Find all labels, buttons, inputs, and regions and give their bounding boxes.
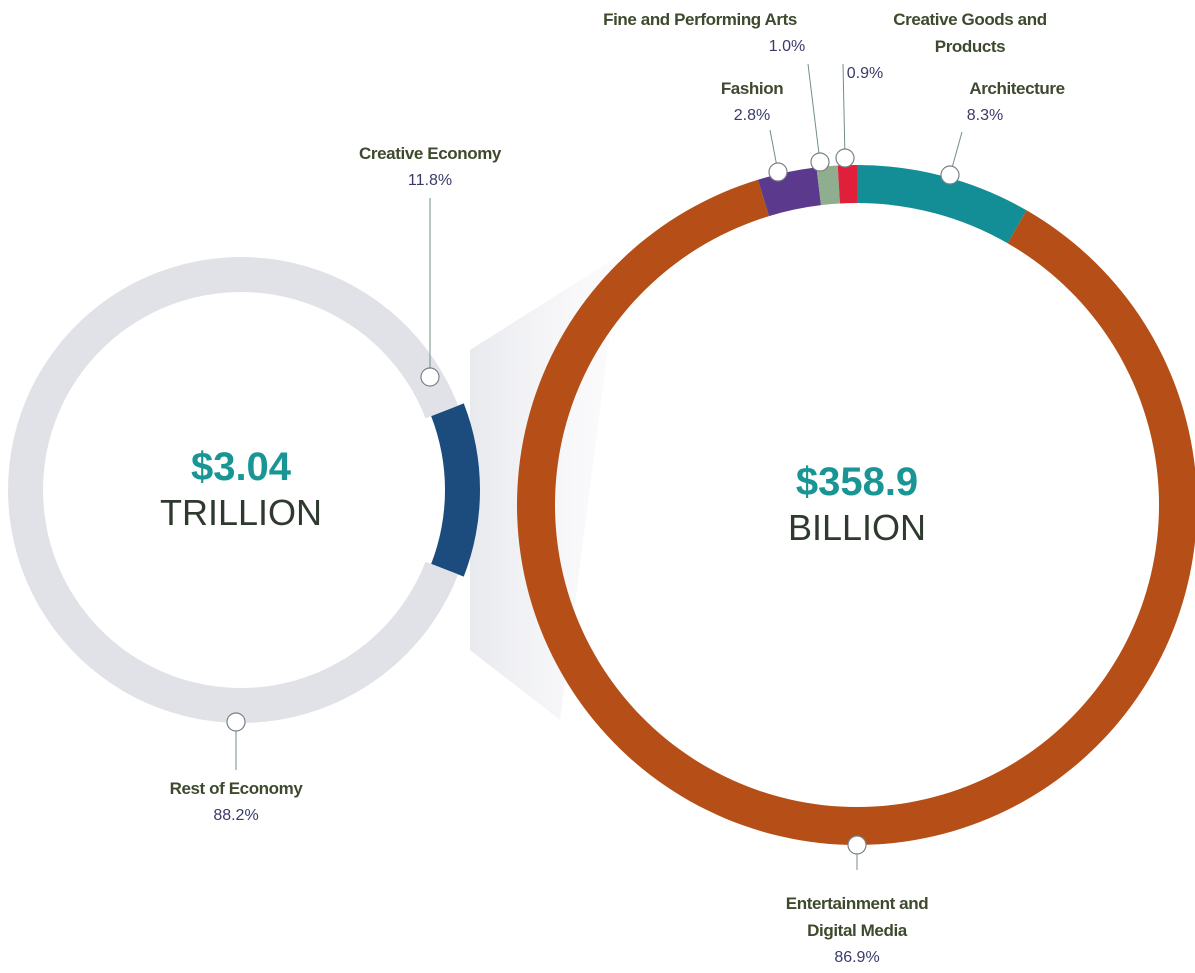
donut-segment [757, 167, 821, 217]
value-label: 88.2% [213, 807, 259, 824]
donut-segment [857, 165, 1027, 244]
center-label: TRILLION [159, 492, 323, 533]
leader-dot [768, 162, 788, 182]
category-label: Fine and Performing Arts [603, 10, 797, 29]
center-value: $358.9 [795, 460, 919, 504]
donut-segment [431, 403, 480, 577]
leader-dot [226, 712, 246, 732]
leader-line [807, 63, 821, 163]
value-label: 1.0% [768, 38, 806, 55]
category-label: Entertainment and Digital Media [785, 894, 929, 940]
category-label: Architecture [969, 79, 1065, 98]
value-label: 86.9% [834, 949, 880, 966]
category-label: Creative Economy [359, 144, 501, 163]
center-label: BILLION [787, 507, 927, 548]
category-label: Rest of Economy [169, 779, 303, 798]
center-value: $3.04 [190, 445, 292, 489]
category-label: Creative Goods and Products [893, 10, 1047, 56]
leader-dot [810, 152, 830, 172]
value-label: 2.8% [733, 107, 771, 124]
category-label: Fashion [720, 79, 784, 98]
donut-segment [816, 165, 840, 206]
leader-dot [847, 835, 867, 855]
value-label: 8.3% [966, 107, 1004, 124]
leader-line [842, 63, 846, 159]
leader-dot [835, 148, 855, 168]
leader-dot [420, 367, 440, 387]
value-label: 0.9% [846, 65, 884, 82]
leader-dot [940, 165, 960, 185]
value-label: 11.8% [407, 172, 453, 189]
donut-segment [837, 165, 857, 204]
